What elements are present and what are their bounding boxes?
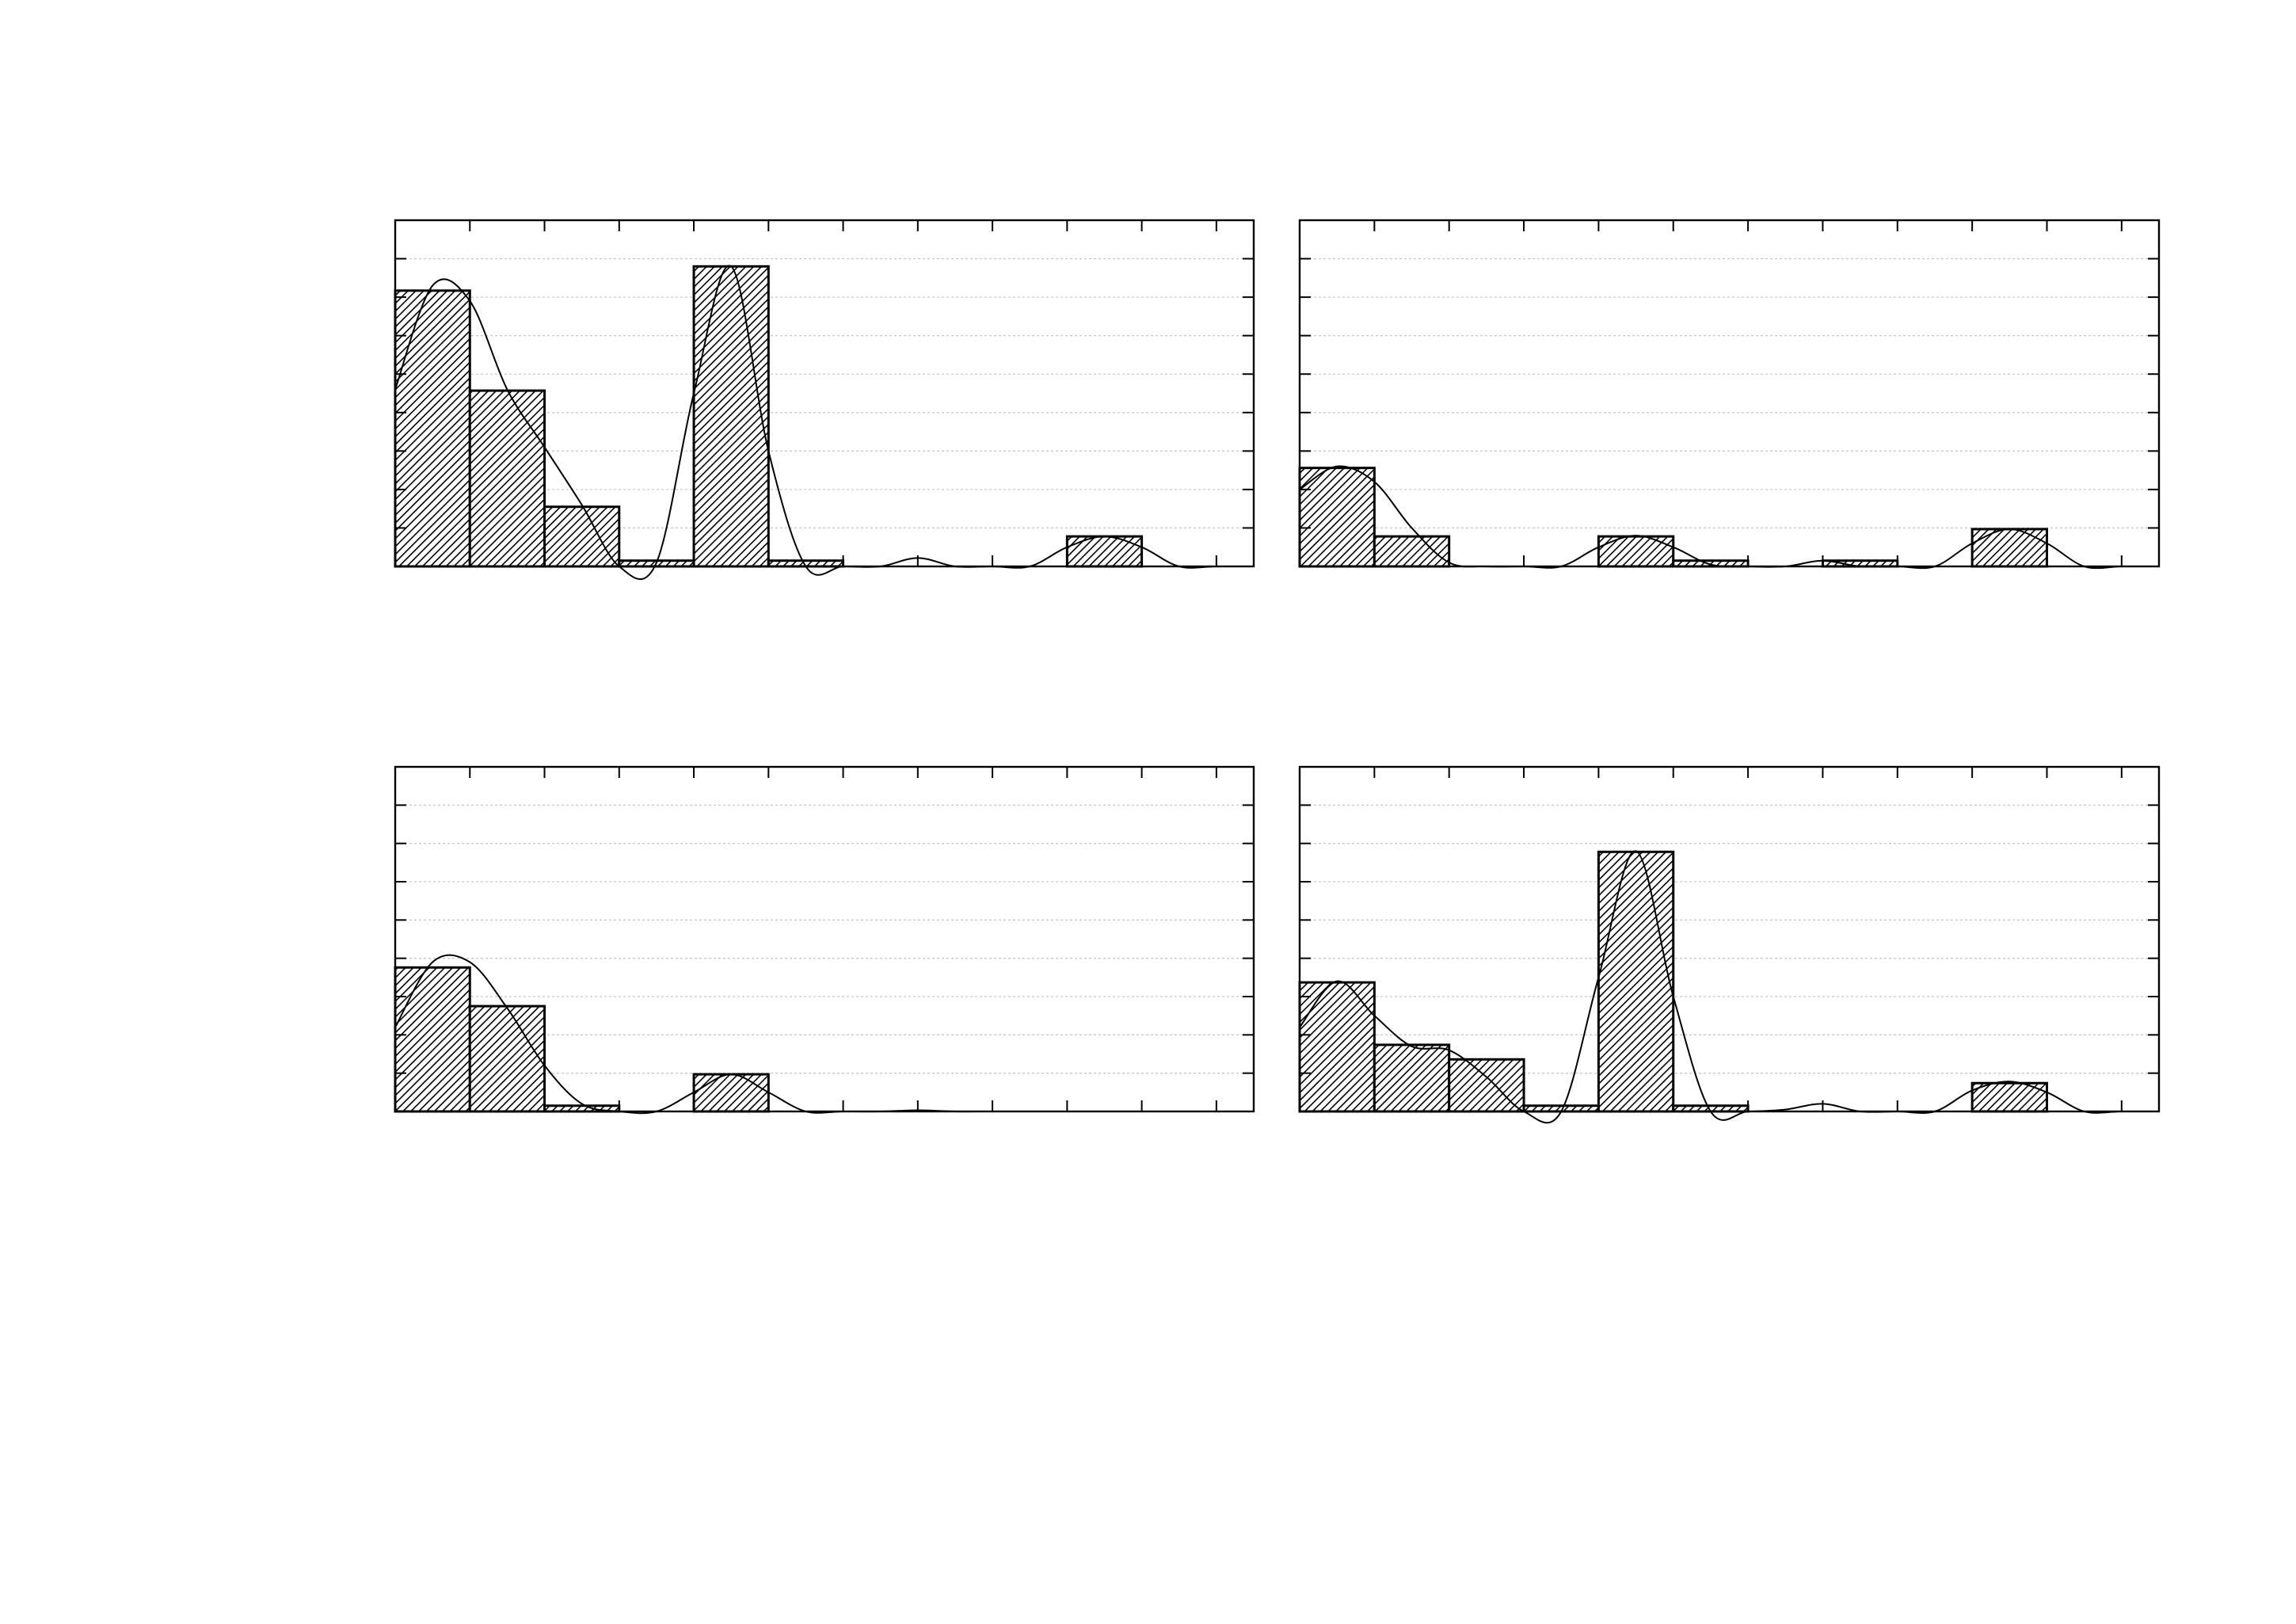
bar	[394, 966, 471, 1113]
bar	[1373, 1043, 1451, 1113]
histogram-panel	[1298, 765, 2161, 1124]
plot-frame	[1298, 765, 2161, 1113]
plot-frame	[394, 219, 1255, 568]
density-curve	[1299, 850, 2159, 1124]
bar	[468, 1005, 546, 1113]
bar	[1373, 535, 1451, 568]
plot-frame	[394, 765, 1255, 1113]
bar	[394, 289, 471, 568]
bar	[1298, 981, 1376, 1113]
bar	[468, 389, 546, 568]
bar	[692, 265, 770, 568]
bar	[1065, 535, 1144, 568]
plot-frame	[1298, 219, 2161, 568]
bar	[1298, 467, 1376, 568]
bar	[1970, 528, 2048, 568]
bar	[692, 1073, 770, 1113]
histogram-panel	[1298, 219, 2161, 570]
histogram-panel	[394, 765, 1255, 1115]
histogram-panel	[394, 219, 1255, 581]
bar	[543, 505, 621, 568]
bar	[1597, 535, 1675, 568]
density-curve	[394, 265, 1254, 581]
bar	[1597, 850, 1675, 1113]
